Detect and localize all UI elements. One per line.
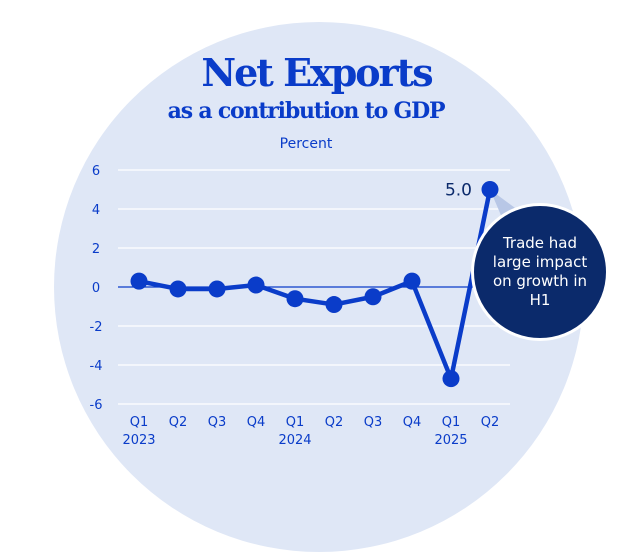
y-axis-unit-label: Percent bbox=[279, 136, 333, 152]
y-tick-label: 2 bbox=[92, 242, 100, 257]
x-tick-label: Q4 bbox=[403, 415, 422, 430]
data-point bbox=[169, 280, 187, 298]
data-point bbox=[208, 280, 226, 298]
x-axis-ticks: Q1 2023 Q2 Q3 Q4 Q1 2024 Q2 Q3 Q4 Q1 2025 Q2 bbox=[122, 415, 499, 448]
x-tick-label: Q2 bbox=[169, 415, 188, 430]
x-tick-label: Q2 bbox=[325, 415, 344, 430]
data-point bbox=[403, 272, 421, 290]
data-labels: 5.0 bbox=[445, 181, 472, 201]
y-tick-label: 0 bbox=[92, 281, 100, 296]
x-year-label: 2023 bbox=[122, 433, 155, 448]
y-tick-label: 4 bbox=[92, 203, 100, 218]
y-tick-label: -6 bbox=[90, 398, 103, 413]
x-tick-label: Q2 bbox=[481, 415, 500, 430]
x-tick-label: Q4 bbox=[247, 415, 266, 430]
data-point bbox=[364, 288, 382, 306]
data-point bbox=[286, 290, 304, 308]
annotation-bubble: Trade had large impact on growth in H1 bbox=[471, 203, 609, 341]
y-tick-label: -2 bbox=[90, 320, 103, 335]
y-tick-label: 6 bbox=[92, 164, 100, 179]
annotation-text: Trade had large impact on growth in H1 bbox=[492, 234, 588, 309]
data-label: 5.0 bbox=[445, 181, 472, 201]
y-axis-ticks: 6 4 2 0 -2 -4 -6 bbox=[90, 164, 103, 413]
x-tick-label: Q1 bbox=[286, 415, 305, 430]
data-point bbox=[130, 272, 148, 290]
data-point bbox=[325, 296, 343, 314]
x-tick-label: Q3 bbox=[364, 415, 383, 430]
data-point bbox=[481, 181, 499, 198]
x-year-label: 2025 bbox=[434, 433, 467, 448]
x-tick-label: Q3 bbox=[208, 415, 227, 430]
data-point bbox=[247, 276, 265, 294]
series-line bbox=[136, 187, 493, 381]
chart-subtitle: as a contribution to GDP bbox=[167, 98, 446, 124]
x-year-label: 2024 bbox=[278, 433, 311, 448]
x-tick-label: Q1 bbox=[130, 415, 149, 430]
data-point bbox=[442, 370, 460, 388]
x-tick-label: Q1 bbox=[442, 415, 461, 430]
y-tick-label: -4 bbox=[90, 359, 103, 374]
chart-title: Net Exports bbox=[201, 50, 433, 95]
